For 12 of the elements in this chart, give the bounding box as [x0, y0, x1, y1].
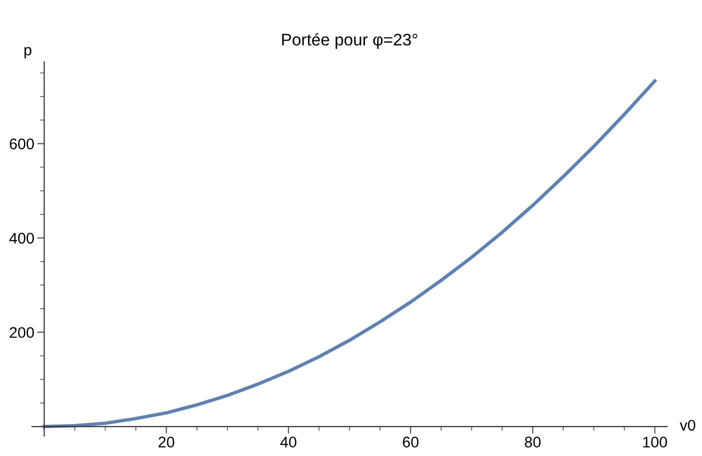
x-tick-label: 100	[643, 436, 667, 448]
x-tick-label: 40	[280, 436, 296, 448]
line-series	[42, 79, 656, 428]
y-tick-label: 200	[10, 327, 34, 338]
x-axis-title: v0	[680, 420, 696, 431]
y-tick-label: 400	[9, 232, 34, 244]
x-tick-label: 80	[524, 436, 541, 448]
y-axis-title: p	[24, 47, 32, 58]
chart-title: Portée pour φ=23°	[282, 33, 418, 49]
x-tick-label: 20	[158, 436, 174, 448]
x-tick-label: 60	[402, 436, 418, 448]
y-tick-label: 600	[10, 138, 34, 150]
